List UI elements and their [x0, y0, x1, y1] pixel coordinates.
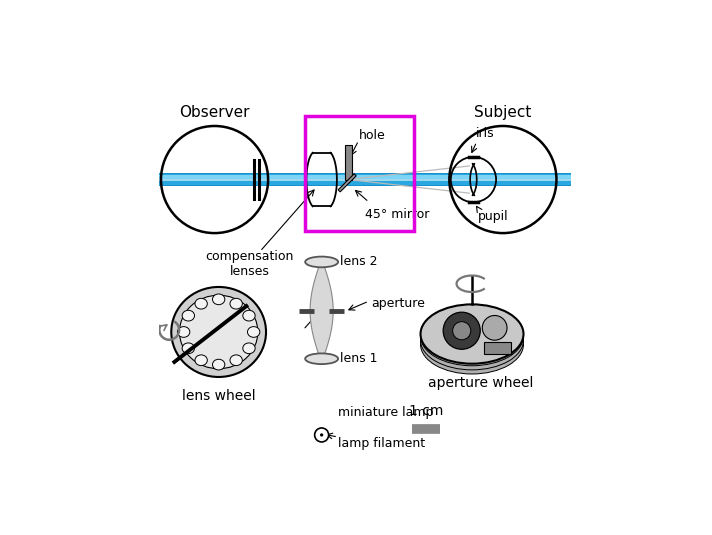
- Ellipse shape: [195, 355, 207, 365]
- Ellipse shape: [230, 355, 242, 365]
- Bar: [159, 175, 571, 179]
- Circle shape: [320, 433, 323, 437]
- Text: lens 1: lens 1: [340, 352, 377, 365]
- Ellipse shape: [305, 354, 338, 364]
- Ellipse shape: [230, 299, 242, 309]
- Circle shape: [443, 312, 481, 349]
- Circle shape: [482, 316, 507, 340]
- Polygon shape: [338, 174, 356, 192]
- Text: 45° mirror: 45° mirror: [365, 209, 429, 221]
- Ellipse shape: [421, 304, 523, 364]
- Circle shape: [315, 428, 329, 442]
- Ellipse shape: [212, 360, 225, 370]
- Ellipse shape: [212, 294, 225, 304]
- Ellipse shape: [182, 343, 194, 354]
- Bar: [484, 342, 511, 354]
- Ellipse shape: [421, 315, 523, 374]
- Bar: [345, 144, 352, 180]
- Bar: [159, 179, 571, 180]
- Text: aperture wheel: aperture wheel: [428, 376, 533, 390]
- Text: hole: hole: [359, 129, 385, 142]
- Text: lamp filament: lamp filament: [338, 437, 425, 450]
- Circle shape: [453, 322, 471, 340]
- Ellipse shape: [421, 307, 523, 366]
- Ellipse shape: [182, 310, 194, 321]
- Ellipse shape: [305, 257, 338, 268]
- Text: Subject: Subject: [474, 105, 532, 120]
- Bar: [305, 116, 414, 231]
- Polygon shape: [310, 258, 333, 363]
- Text: iris: iris: [476, 127, 494, 140]
- Ellipse shape: [179, 295, 258, 369]
- Ellipse shape: [248, 326, 260, 338]
- Ellipse shape: [177, 326, 190, 338]
- Text: aperture: aperture: [371, 296, 425, 310]
- Ellipse shape: [243, 310, 255, 321]
- Ellipse shape: [421, 310, 523, 370]
- Ellipse shape: [172, 287, 266, 377]
- Text: miniature lamp: miniature lamp: [338, 406, 434, 419]
- Ellipse shape: [243, 343, 255, 354]
- Text: lens 2: lens 2: [340, 255, 377, 269]
- Bar: [159, 174, 571, 185]
- Text: pupil: pupil: [478, 210, 508, 224]
- Text: 1 cm: 1 cm: [409, 404, 444, 418]
- Text: Observer: Observer: [179, 105, 250, 120]
- Bar: [159, 173, 571, 186]
- Text: lens wheel: lens wheel: [182, 389, 256, 403]
- Text: compensation
lenses: compensation lenses: [205, 249, 294, 278]
- Ellipse shape: [195, 299, 207, 309]
